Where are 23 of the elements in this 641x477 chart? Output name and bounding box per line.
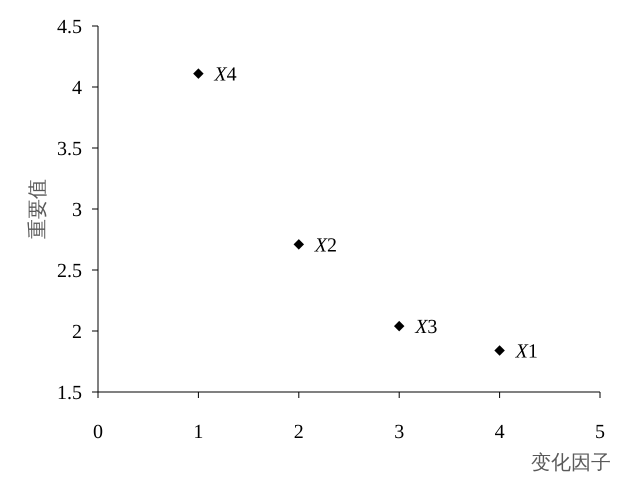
y-tick-label: 1.5 xyxy=(57,382,82,404)
annotation: X2 xyxy=(314,234,338,256)
x-tick-label: 1 xyxy=(193,421,204,443)
point xyxy=(394,320,404,332)
point xyxy=(494,345,505,356)
annotation: X3 xyxy=(414,316,438,338)
y-tick-label: 4.5 xyxy=(57,16,82,38)
x-tick-label: 4 xyxy=(494,421,505,443)
y-tick-label: 2 xyxy=(72,321,82,343)
y-tick-label: 3 xyxy=(72,199,82,221)
y-tick-label: 4 xyxy=(72,77,82,99)
x-tick-label: 3 xyxy=(394,421,404,443)
y-tick-label: 2.5 xyxy=(57,260,82,282)
point xyxy=(294,239,304,250)
x-tick-label: 2 xyxy=(294,421,304,443)
y-axis-title: 重要值 xyxy=(27,179,49,239)
annotation: X1 xyxy=(514,340,538,363)
annotation: X4 xyxy=(213,64,237,86)
x-axis-title: 变化因子 xyxy=(531,452,611,474)
y-tick-label: 3.5 xyxy=(57,138,82,160)
x-tick-label: 5 xyxy=(595,421,605,443)
point xyxy=(193,68,204,79)
x-tick-label: 0 xyxy=(93,421,103,443)
